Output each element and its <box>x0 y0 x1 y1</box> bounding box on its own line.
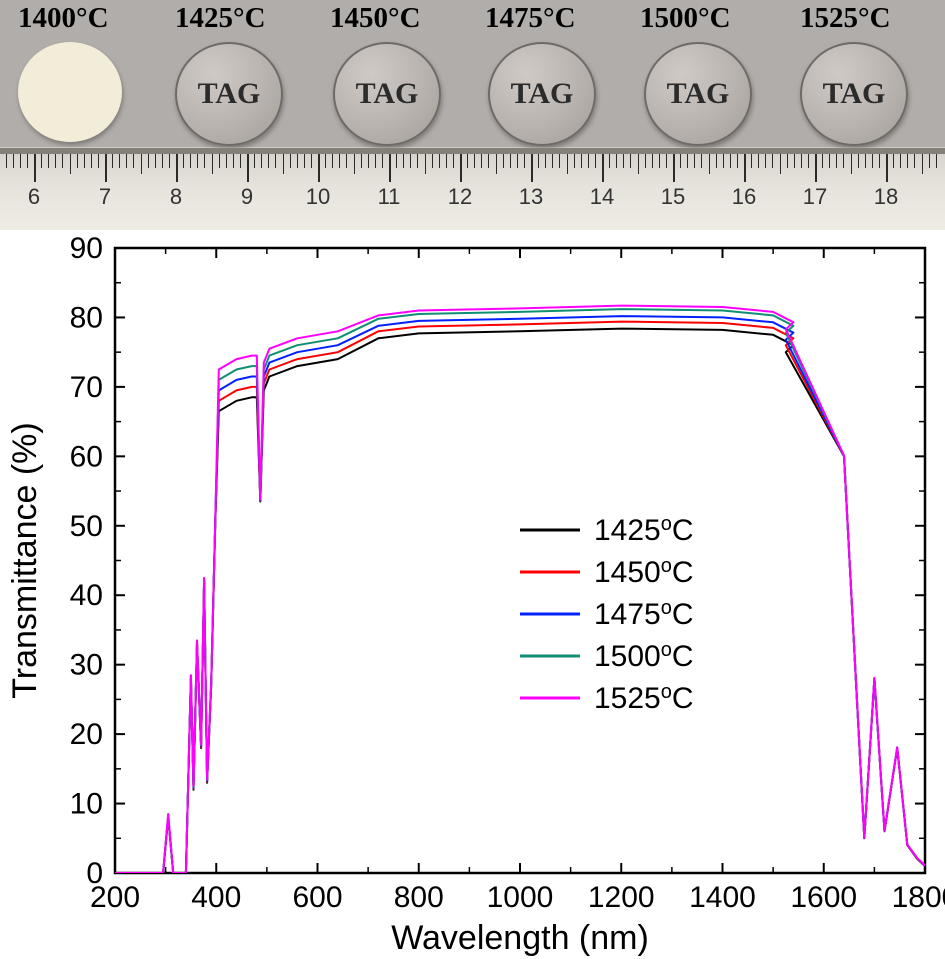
svg-text:70: 70 <box>70 371 103 404</box>
ruler: 6 7 8 9 10 11 12 13 14 15 16 17 18 <box>0 148 945 230</box>
temp-label-4: 1500°C <box>640 2 731 35</box>
temp-label-2: 1450°C <box>330 2 421 35</box>
series-1425 <box>115 329 925 873</box>
temp-label-3: 1475°C <box>485 2 576 35</box>
sample-disc-4: TAG <box>644 42 752 146</box>
legend-label: 1425oC <box>594 513 694 547</box>
svg-text:80: 80 <box>70 301 103 334</box>
svg-text:0: 0 <box>86 857 103 890</box>
sample-disc-1: TAG <box>175 42 283 146</box>
series-1475 <box>115 316 925 873</box>
ruler-number: 18 <box>874 184 898 210</box>
temp-label-1: 1425°C <box>175 2 266 35</box>
sample-disc-5: TAG <box>800 42 908 146</box>
ruler-number: 17 <box>803 184 827 210</box>
svg-text:400: 400 <box>191 881 241 914</box>
temp-label-5: 1525°C <box>800 2 891 35</box>
sample-disc-3: TAG <box>488 42 596 146</box>
ruler-number: 15 <box>661 184 685 210</box>
svg-text:50: 50 <box>70 510 103 543</box>
ruler-number: 14 <box>590 184 614 210</box>
ruler-number: 13 <box>519 184 543 210</box>
ruler-number: 12 <box>448 184 472 210</box>
series-1450 <box>115 322 925 873</box>
svg-text:1400: 1400 <box>689 881 756 914</box>
svg-text:1200: 1200 <box>588 881 655 914</box>
ruler-number: 10 <box>306 184 330 210</box>
svg-text:10: 10 <box>70 788 103 821</box>
svg-text:60: 60 <box>70 440 103 473</box>
svg-text:30: 30 <box>70 649 103 682</box>
ruler-number: 8 <box>170 184 182 210</box>
sample-photo: 1400°C 1425°C 1450°C 1475°C 1500°C 1525°C TAG… <box>0 0 945 230</box>
svg-text:Wavelength (nm): Wavelength (nm) <box>391 919 649 957</box>
ruler-number: 7 <box>99 184 111 210</box>
svg-text:20: 20 <box>70 718 103 751</box>
svg-text:40: 40 <box>70 579 103 612</box>
svg-text:600: 600 <box>292 881 342 914</box>
legend-label: 1500oC <box>594 639 694 673</box>
sample-disc-2: TAG <box>333 42 441 146</box>
svg-text:90: 90 <box>70 232 103 265</box>
series-1500 <box>115 309 925 873</box>
legend-label: 1450oC <box>594 555 694 589</box>
legend-label: 1525oC <box>594 681 694 715</box>
svg-text:800: 800 <box>394 881 444 914</box>
ruler-number: 11 <box>378 184 401 210</box>
transmittance-chart: 2004006008001000120014001600180001020304… <box>0 230 945 959</box>
sample-disc-0 <box>18 42 122 142</box>
svg-text:Transmittance (%): Transmittance (%) <box>6 422 44 698</box>
ruler-number: 6 <box>28 184 40 210</box>
svg-text:1800: 1800 <box>892 881 945 914</box>
temp-label-0: 1400°C <box>18 2 109 35</box>
svg-text:1000: 1000 <box>487 881 554 914</box>
svg-text:1600: 1600 <box>790 881 857 914</box>
ruler-number: 9 <box>241 184 253 210</box>
ruler-number: 16 <box>732 184 756 210</box>
legend-label: 1475oC <box>594 597 694 631</box>
